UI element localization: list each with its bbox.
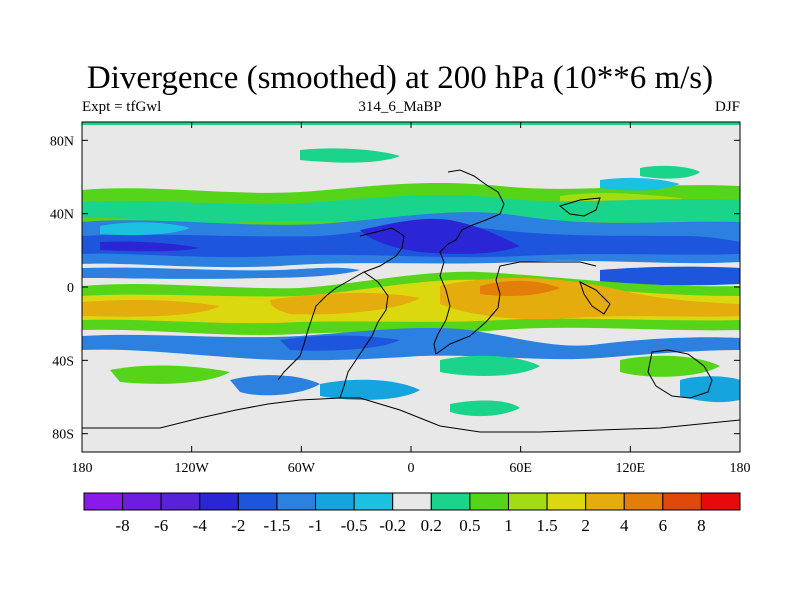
colorbar-swatch	[700, 492, 741, 511]
lat-tick-label: 0	[67, 281, 74, 296]
sh-blue-patch-east	[680, 376, 740, 403]
nh-cyan-band	[82, 194, 740, 224]
contour-fields	[82, 122, 740, 452]
eq-blue-streak-east	[600, 266, 740, 286]
colorbar-swatch	[585, 492, 625, 511]
colorbar-swatch	[353, 492, 394, 511]
sh-green-left	[110, 365, 230, 384]
eq-orange-center	[270, 292, 420, 315]
sh-blue-patch-center	[320, 379, 420, 400]
colorbar-swatch	[315, 492, 355, 511]
asia-outline	[558, 197, 601, 217]
colorbar-label: 0.2	[421, 516, 442, 535]
lat-tick-label: 40S	[52, 354, 74, 369]
africa-europe-outline	[433, 169, 505, 355]
nh-green-streak-east	[640, 165, 700, 179]
nh-cyan-blob-west	[100, 222, 190, 236]
longitude-axis: 180 120W 60W 0 60E 120E 180	[72, 122, 751, 476]
nh-cyan-blob-east	[600, 177, 680, 191]
lon-tick-label: 180	[730, 461, 751, 476]
experiment-label: Expt = tfGwl	[82, 99, 162, 115]
nh-darkblue-core	[360, 218, 520, 254]
lon-tick-label: 120W	[175, 461, 210, 476]
colorbar-label: 8	[697, 516, 706, 535]
lat-tick-label: 40N	[50, 208, 74, 223]
case-label: 314_6_MaBP	[358, 99, 442, 115]
sh-green-mid	[440, 355, 540, 376]
map-title: Divergence (smoothed) at 200 hPa (10**6 …	[86, 60, 714, 96]
colorbar-swatch	[276, 492, 317, 511]
colorbar-swatch	[160, 492, 201, 511]
colorbar-label: 2	[581, 516, 590, 535]
colorbar-label: 1.5	[536, 516, 557, 535]
antarctica-outline	[82, 397, 740, 433]
nh-green-streak	[300, 148, 400, 163]
colorbar-swatch	[392, 492, 432, 511]
lon-tick-label: 60E	[509, 461, 532, 476]
colorbar-swatch	[430, 492, 471, 511]
colorbar-label: -2	[231, 516, 245, 535]
colorbar-label: 1	[504, 516, 513, 535]
colorbar: -8 -6 -4 -2 -1.5 -1 -0.5 -0.2 0.2 0.5 1 1.5 2 4 6 8	[83, 492, 741, 535]
colorbar-label: -8	[116, 516, 130, 535]
seasia-outline	[579, 281, 611, 315]
colorbar-swatch	[662, 492, 702, 511]
colorbar-swatch	[237, 492, 278, 511]
colorbar-swatch	[199, 492, 239, 511]
colorbar-label: 0.5	[459, 516, 480, 535]
colorbar-label: -4	[193, 516, 208, 535]
colorbar-swatch	[623, 492, 664, 511]
colorbar-swatch	[546, 492, 587, 511]
africa-east-outline	[435, 261, 597, 355]
sh-blue-patch-west	[230, 375, 320, 396]
colorbar-label: -0.5	[341, 516, 368, 535]
colorbar-swatch	[83, 492, 124, 511]
colorbar-swatch	[122, 492, 162, 511]
sh-green-east	[620, 355, 720, 377]
colorbar-swatch	[469, 492, 509, 511]
colorbar-label: -1	[308, 516, 322, 535]
lon-tick-label: 60W	[288, 461, 316, 476]
colorbar-label: -6	[154, 516, 168, 535]
eq-blue-streak	[82, 267, 360, 279]
colorbar-label: 4	[620, 516, 629, 535]
lon-tick-label: 180	[72, 461, 93, 476]
sh-green-south	[450, 400, 520, 417]
season-label: DJF	[714, 99, 740, 115]
colorbar-swatch	[507, 492, 548, 511]
colorbar-label: -0.2	[379, 516, 406, 535]
colorbar-label: 6	[659, 516, 668, 535]
continent-outlines	[82, 169, 740, 433]
australia-outline	[647, 349, 713, 399]
sh-blue-band	[82, 327, 740, 361]
lat-tick-label: 80S	[52, 428, 74, 443]
lon-tick-label: 120E	[616, 461, 646, 476]
americas-outline	[277, 227, 405, 381]
nh-darkblue-west	[100, 241, 200, 252]
latitude-axis: 80N 40N 0 40S 80S	[50, 134, 740, 443]
lat-tick-label: 80N	[50, 134, 74, 149]
eq-orange-west	[82, 299, 220, 317]
colorbar-label: -1.5	[263, 516, 290, 535]
south-america-outline	[339, 271, 389, 399]
lon-tick-label: 0	[408, 461, 415, 476]
